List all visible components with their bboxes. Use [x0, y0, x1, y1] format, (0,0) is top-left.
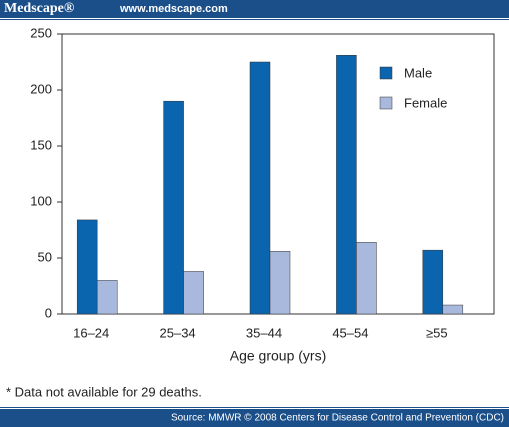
footer-bar [0, 409, 509, 427]
x-tick-label: 35–44 [246, 325, 282, 340]
x-axis-label: Age group (yrs) [230, 348, 326, 364]
bar [183, 271, 204, 315]
bar [356, 242, 377, 315]
legend-swatch [379, 66, 393, 80]
bar [442, 304, 464, 315]
y-tick-label: 250 [30, 25, 52, 40]
bar [163, 100, 184, 315]
y-tick-label: 0 [45, 305, 52, 320]
legend-label: Female [404, 95, 447, 110]
url: www.medscape.com [119, 3, 228, 15]
footer-rule [0, 407, 509, 408]
bar [336, 55, 357, 315]
bar [269, 251, 291, 315]
bar [76, 219, 98, 315]
y-tick-label: 50 [38, 249, 52, 264]
header-bar [0, 0, 509, 18]
y-tick-label: 200 [30, 81, 52, 96]
footnote: * Data not available for 29 deaths. [6, 384, 202, 399]
bar [249, 61, 271, 315]
logo: Medscape® [4, 1, 75, 16]
source: Source: MMWR © 2008 Centers for Disease … [171, 413, 504, 424]
bar [422, 249, 444, 315]
x-tick-label: 16–24 [73, 325, 109, 340]
x-tick-label: 45–54 [332, 325, 368, 340]
bar [96, 280, 118, 315]
header-rule [0, 19, 509, 20]
y-tick-label: 100 [30, 193, 52, 208]
y-tick-label: 150 [30, 137, 52, 152]
legend-swatch [379, 96, 393, 110]
legend-label: Male [404, 65, 432, 80]
x-tick-label: ≥55 [426, 325, 448, 340]
x-tick-label: 25–34 [160, 325, 196, 340]
